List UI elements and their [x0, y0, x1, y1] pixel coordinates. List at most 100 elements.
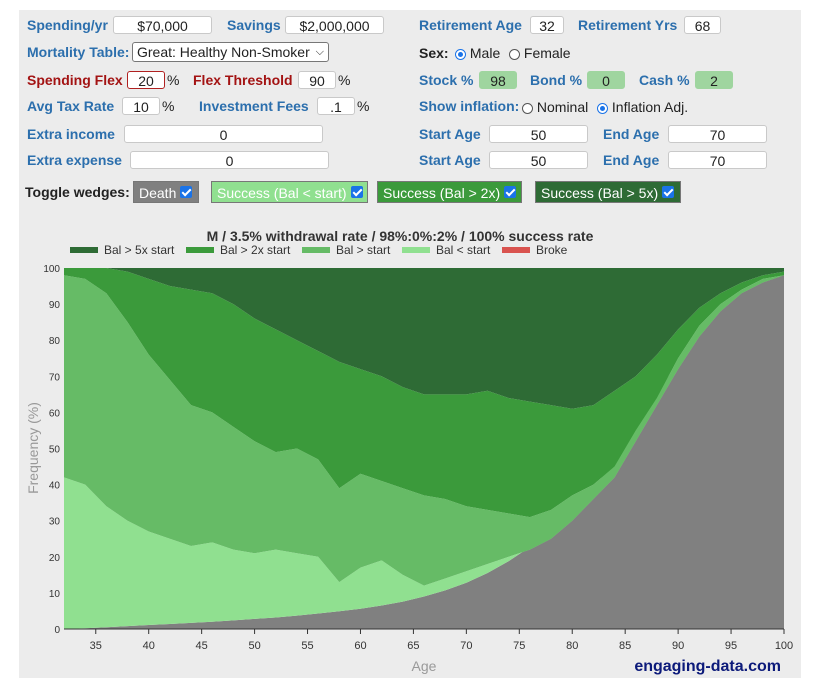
spending-flex-input[interactable]: 20: [127, 71, 165, 89]
bal-lt-start-area: [64, 275, 784, 629]
legend-swatch: [502, 247, 530, 253]
toggle-bal-gt-5x-label: Success (Bal > 5x): [541, 185, 659, 201]
x-tick-label: 45: [196, 640, 208, 652]
retirement-yrs-label: Retirement Yrs: [578, 17, 678, 33]
bal-gt-2x-area: [64, 268, 784, 518]
y-tick-label: 20: [49, 553, 61, 564]
inflation-nominal-label: Nominal: [536, 99, 589, 115]
bond-input[interactable]: 0: [587, 71, 625, 89]
sex-label: Sex:: [419, 45, 449, 61]
savings-input[interactable]: $2,000,000: [285, 16, 384, 34]
spending-flex-label: Spending Flex: [27, 72, 123, 88]
cash-label: Cash %: [639, 72, 690, 88]
sex-female-option[interactable]: Female: [509, 45, 571, 61]
y-tick-label: 50: [49, 445, 61, 456]
toggle-death[interactable]: Death: [133, 181, 199, 203]
extra-income-input[interactable]: 0: [124, 125, 323, 143]
legend-label: Bal > 2x start: [220, 243, 291, 257]
mortality-value: Great: Healthy Non-Smoker: [137, 44, 310, 60]
mortality-select[interactable]: Great: Healthy Non-Smoker ⌵: [132, 42, 329, 62]
tax-label: Avg Tax Rate: [27, 98, 115, 114]
y-tick-label: 70: [49, 372, 61, 383]
inflation-label: Show inflation:: [419, 98, 520, 114]
x-tick-label: 85: [619, 640, 631, 652]
site-credit[interactable]: engaging-data.com: [634, 658, 781, 675]
expense-end-age-input[interactable]: 70: [668, 151, 767, 169]
stock-label: Stock %: [419, 72, 474, 88]
stock-input[interactable]: 98: [479, 71, 517, 89]
legend-label: Bal > start: [336, 243, 391, 257]
death-area: [64, 275, 784, 629]
extra-expense-input[interactable]: 0: [130, 151, 329, 169]
end-age-label: End Age: [603, 126, 660, 142]
y-tick-label: 90: [49, 300, 61, 311]
inflation-adj-option[interactable]: Inflation Adj.: [597, 99, 688, 115]
y-tick-label: 100: [43, 264, 60, 275]
toggle-bal-lt-start[interactable]: Success (Bal < start): [211, 181, 368, 203]
mortality-label: Mortality Table:: [27, 44, 130, 60]
legend-label: Broke: [536, 243, 568, 257]
expense-start-age-input[interactable]: 50: [489, 151, 588, 169]
flex-threshold-input[interactable]: 90: [298, 71, 336, 89]
y-tick-label: 40: [49, 481, 61, 492]
retirement-yrs-input[interactable]: 68: [684, 16, 721, 34]
y-tick-label: 0: [54, 625, 60, 636]
legend-swatch: [402, 247, 430, 253]
radio-checked-icon[interactable]: [597, 102, 608, 114]
radio-icon[interactable]: [522, 102, 533, 114]
income-end-age-input[interactable]: 70: [668, 125, 767, 143]
legend-swatch: [70, 247, 98, 253]
radio-icon[interactable]: [509, 48, 520, 60]
percent-sign: %: [162, 98, 175, 114]
toggle-bal-gt-2x[interactable]: Success (Bal > 2x): [377, 181, 522, 203]
inflation-adj-label: Inflation Adj.: [611, 99, 689, 115]
start-age-label: Start Age: [419, 126, 481, 142]
toggle-bal-gt-5x[interactable]: Success (Bal > 5x): [535, 181, 681, 203]
x-tick-label: 55: [301, 640, 313, 652]
savings-label: Savings: [227, 17, 281, 33]
y-tick-label: 80: [49, 336, 61, 347]
legend-swatch: [186, 247, 214, 253]
toggle-bal-lt-start-label: Success (Bal < start): [217, 185, 347, 201]
checkbox-checked-icon[interactable]: [504, 186, 517, 199]
legend-label: Bal > 5x start: [104, 243, 175, 257]
y-tick-label: 10: [49, 589, 61, 600]
spending-input[interactable]: $70,000: [113, 16, 212, 34]
retirement-age-input[interactable]: 32: [530, 16, 564, 34]
sex-male-option[interactable]: Male: [455, 45, 500, 61]
end-age-label: End Age: [603, 152, 660, 168]
fees-label: Investment Fees: [199, 98, 309, 114]
sex-male-label: Male: [469, 45, 501, 61]
toggle-wedges-label: Toggle wedges:: [25, 184, 130, 200]
legend-label: Bal < start: [436, 243, 491, 257]
bal-gt-5x-area: [64, 268, 784, 409]
x-tick-label: 35: [90, 640, 102, 652]
flex-threshold-label: Flex Threshold: [193, 72, 293, 88]
y-tick-label: 30: [49, 517, 61, 528]
x-tick-label: 40: [143, 640, 155, 652]
extra-expense-label: Extra expense: [27, 152, 122, 168]
percent-sign: %: [338, 72, 351, 88]
x-tick-label: 65: [407, 640, 419, 652]
chevron-down-icon: ⌵: [315, 46, 324, 58]
checkbox-checked-icon[interactable]: [662, 186, 675, 199]
spending-label: Spending/yr: [27, 17, 108, 33]
x-tick-label: 80: [566, 640, 578, 652]
checkbox-checked-icon[interactable]: [350, 186, 363, 199]
toggle-bal-gt-2x-label: Success (Bal > 2x): [383, 185, 501, 201]
x-tick-label: 75: [513, 640, 525, 652]
bond-label: Bond %: [530, 72, 583, 88]
cash-input[interactable]: 2: [695, 71, 733, 89]
inflation-nominal-option[interactable]: Nominal: [522, 99, 588, 115]
fees-input[interactable]: .1: [317, 97, 355, 115]
income-start-age-input[interactable]: 50: [489, 125, 588, 143]
tax-input[interactable]: 10: [122, 97, 160, 115]
radio-checked-icon[interactable]: [455, 48, 466, 60]
x-tick-label: 100: [775, 640, 793, 652]
sex-female-label: Female: [523, 45, 571, 61]
x-tick-label: 50: [248, 640, 260, 652]
checkbox-checked-icon[interactable]: [180, 186, 193, 199]
x-tick-label: 60: [354, 640, 366, 652]
percent-sign: %: [357, 98, 370, 114]
